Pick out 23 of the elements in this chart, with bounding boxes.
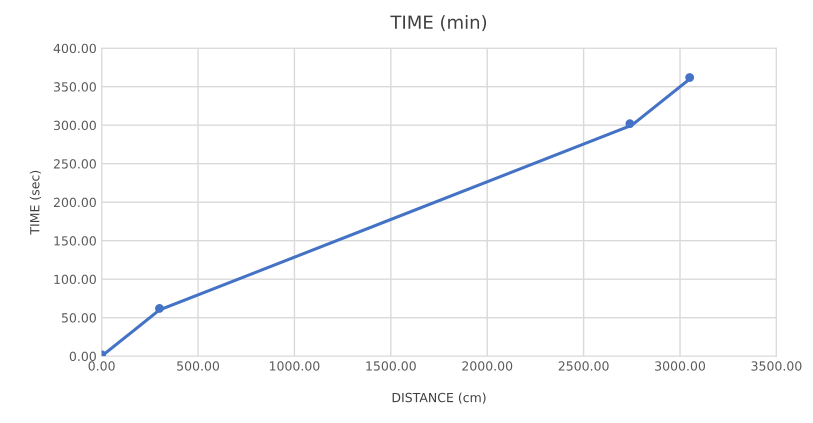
point [685,73,694,82]
x-tick-label: 1000.00 [270,361,320,371]
y-tick-label: 150.00 [54,236,96,246]
x-tick-label: 2500.00 [558,361,609,371]
y-tick-label: 400.00 [54,44,96,54]
y-tick-label: 0.00 [70,352,96,362]
y-tick-label: 100.00 [54,274,96,284]
x-tick-label: 3000.00 [655,361,706,371]
y-tick-label: 50.00 [62,313,96,323]
point [625,119,634,128]
x-tick-label: 2000.00 [462,361,512,371]
x-tick-label: 0.00 [88,361,115,371]
x-tick-label: 1500.00 [366,361,416,371]
point [155,304,164,313]
y-tick-label: 350.00 [54,82,96,92]
y-tick-label: 250.00 [54,159,96,169]
y-tick-label: 300.00 [54,120,96,130]
y-axis-title: TIME (sec) [30,170,41,235]
x-tick-label: 3500.00 [752,361,802,371]
chart-title: TIME (min) [390,15,486,32]
y-tick-label: 200.00 [54,198,96,208]
x-tick-label: 500.00 [177,361,220,371]
x-axis-title: DISTANCE (cm) [392,392,486,404]
